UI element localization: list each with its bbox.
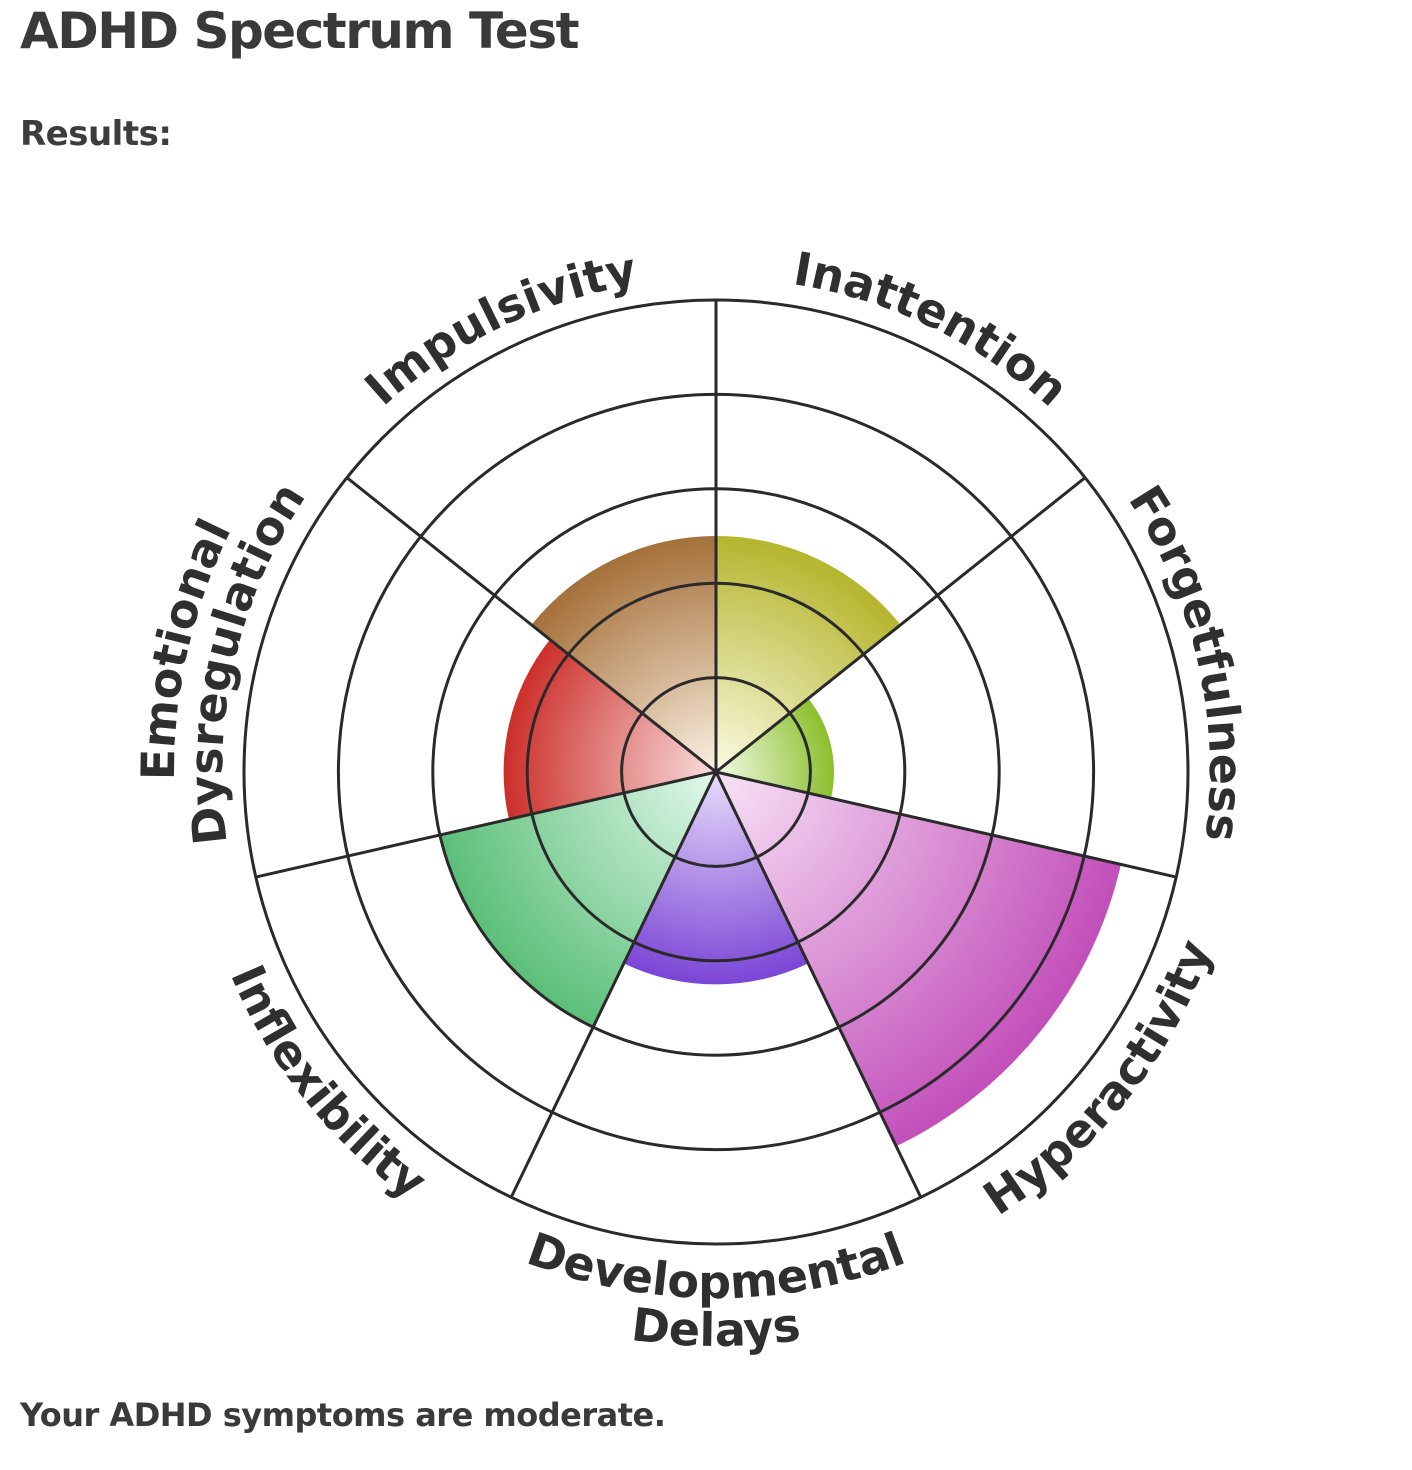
grid-spoke-6 [255,770,717,879]
axis-label-impulsivity-1: Impulsivity [354,242,640,416]
sector-impulsivity [531,536,716,772]
grid-spoke-3 [715,770,1177,879]
grid-spoke-4 [714,771,923,1198]
summary-text: Your ADHD symptoms are moderate. [20,1396,666,1434]
grid-spoke-7 [346,476,717,774]
axis-label-forgetfulness-1: Forgetfulness [1118,476,1253,844]
axis-label-developmental-delays-2: Delays [629,1297,803,1357]
sector-developmental-delays [623,772,809,985]
sector-forgetfulness [716,698,834,799]
axis-label-developmental-delays-1: Developmental [521,1222,911,1310]
sector-inattention [716,536,901,772]
sector-hyperactivity [716,772,1121,1147]
page-title: ADHD Spectrum Test [20,2,580,60]
axis-label-inattention-1: Inattention [790,241,1079,416]
grid-spoke-5 [509,771,718,1198]
sector-emotional-dysregulation [503,639,716,820]
axis-label-inflexibility-1: Inflexibility [220,957,436,1209]
chart-grid [242,298,1190,1246]
grid-spoke-2 [715,476,1086,774]
results-label: Results: [20,114,172,154]
adhd-polar-chart: InattentionForgetfulnessHyperactivityDev… [131,241,1253,1357]
